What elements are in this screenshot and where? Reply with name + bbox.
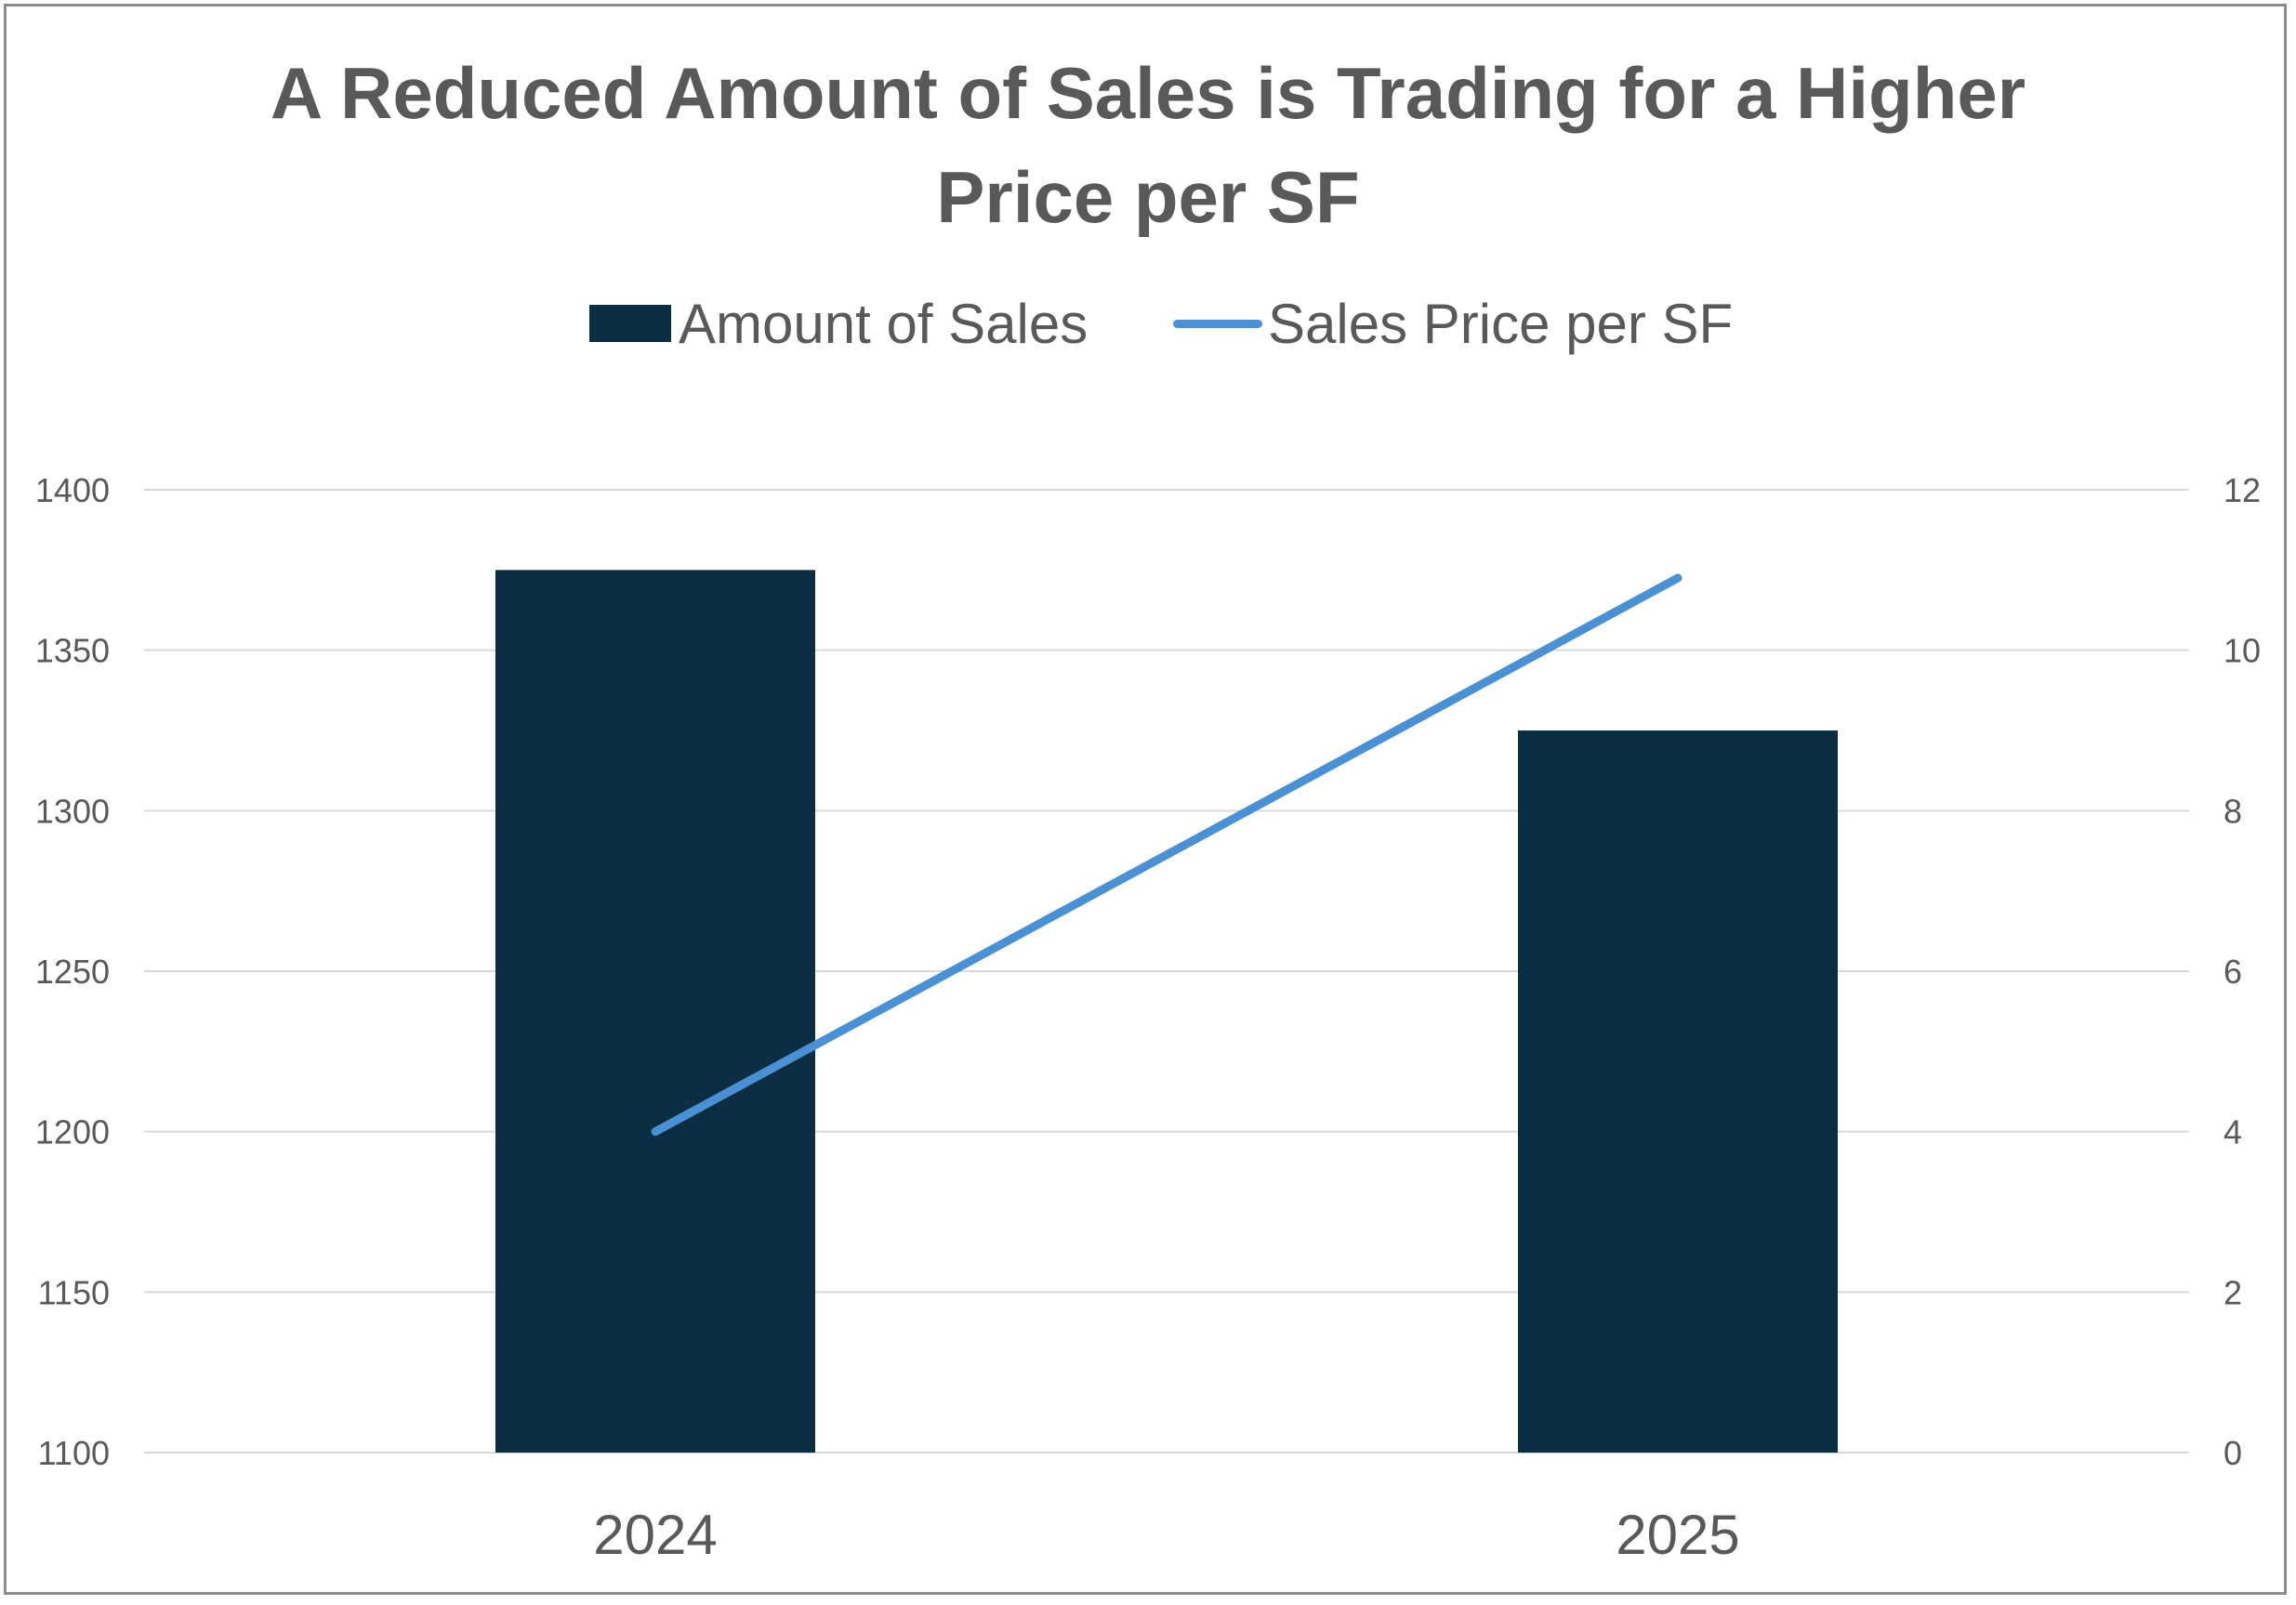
legend-item-amount-of-sales: Amount of Sales <box>589 286 1088 361</box>
line-sales-price-per-sf <box>651 573 1682 1137</box>
category-label: 2025 <box>1616 1504 1739 1566</box>
bar-amount-of-sales <box>495 570 815 1453</box>
left-axis-tick-label: 1200 <box>35 1113 110 1151</box>
bar-amount-of-sales <box>1518 730 1838 1453</box>
right-axis-tick-label: 12 <box>2223 471 2261 509</box>
chart-title: A Reduced Amount of Sales is Trading for… <box>0 41 2296 249</box>
right-axis-tick-label: 2 <box>2223 1273 2242 1311</box>
chart-title-line-2: Price per SF <box>936 156 1360 238</box>
left-axis-tick-label: 1400 <box>35 471 110 509</box>
left-axis-tick-label: 1350 <box>35 632 110 670</box>
left-axis-tick-label: 1250 <box>35 953 110 991</box>
chart-title-line-1: A Reduced Amount of Sales is Trading for… <box>270 52 2026 134</box>
right-axis-tick-label: 6 <box>2223 953 2242 991</box>
chart-frame <box>4 4 2287 1595</box>
chart-legend: Amount of Sales Sales Price per SF <box>0 286 2296 361</box>
legend-swatch-bar <box>589 305 671 342</box>
legend-label-sales-price-per-sf: Sales Price per SF <box>1268 292 1734 355</box>
left-axis-tick-label: 1300 <box>35 792 110 830</box>
legend-swatch-line <box>1173 319 1262 328</box>
left-axis-tick-label: 1150 <box>38 1273 110 1311</box>
right-axis-tick-label: 8 <box>2223 792 2242 830</box>
right-axis-tick-label: 4 <box>2223 1113 2242 1151</box>
right-axis-tick-label: 10 <box>2223 632 2261 670</box>
right-axis-tick-label: 0 <box>2223 1434 2242 1472</box>
category-label: 2024 <box>593 1504 717 1566</box>
legend-label-amount-of-sales: Amount of Sales <box>679 292 1089 355</box>
left-axis-tick-label: 1100 <box>38 1434 110 1472</box>
legend-item-sales-price-per-sf: Sales Price per SF <box>1173 286 1733 361</box>
